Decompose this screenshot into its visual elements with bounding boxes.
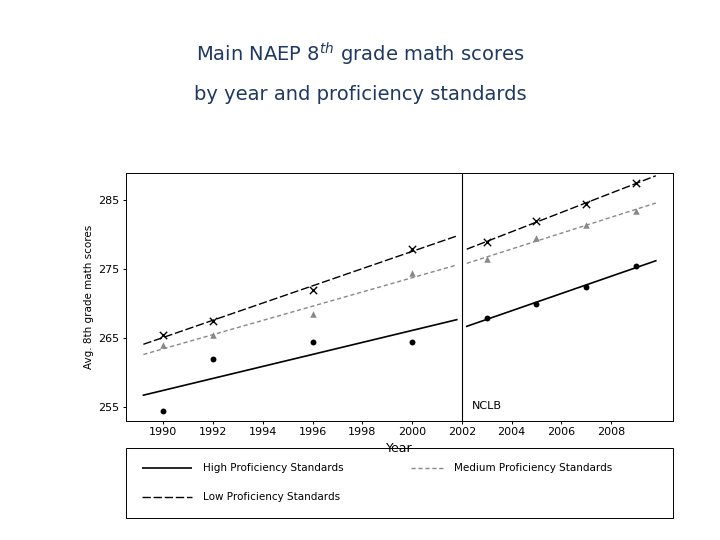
Point — [630, 206, 642, 215]
Point — [531, 300, 542, 308]
Text: Main NAEP 8$^{th}$ grade math scores: Main NAEP 8$^{th}$ grade math scores — [196, 40, 524, 68]
Point — [531, 234, 542, 242]
Y-axis label: Avg. 8th grade math scores: Avg. 8th grade math scores — [84, 225, 94, 369]
Point — [158, 341, 169, 349]
Point — [580, 282, 592, 291]
Point — [207, 355, 219, 363]
Point — [531, 217, 542, 225]
Point — [580, 200, 592, 208]
Text: NCLB: NCLB — [472, 401, 502, 411]
Text: Medium Proficiency Standards: Medium Proficiency Standards — [454, 463, 613, 473]
Point — [481, 255, 492, 264]
Text: Low Proficiency Standards: Low Proficiency Standards — [202, 492, 340, 502]
Point — [406, 245, 418, 253]
Point — [481, 238, 492, 246]
Point — [406, 338, 418, 346]
Point — [481, 313, 492, 322]
Point — [307, 310, 318, 319]
Point — [630, 262, 642, 271]
Point — [307, 286, 318, 294]
Point — [158, 407, 169, 415]
Text: High Proficiency Standards: High Proficiency Standards — [202, 463, 343, 473]
Point — [406, 268, 418, 277]
Point — [630, 179, 642, 187]
Point — [207, 317, 219, 326]
Point — [307, 338, 318, 346]
Point — [580, 220, 592, 229]
X-axis label: Year: Year — [387, 442, 413, 455]
Point — [207, 330, 219, 339]
Text: by year and proficiency standards: by year and proficiency standards — [194, 85, 526, 104]
Point — [158, 330, 169, 339]
